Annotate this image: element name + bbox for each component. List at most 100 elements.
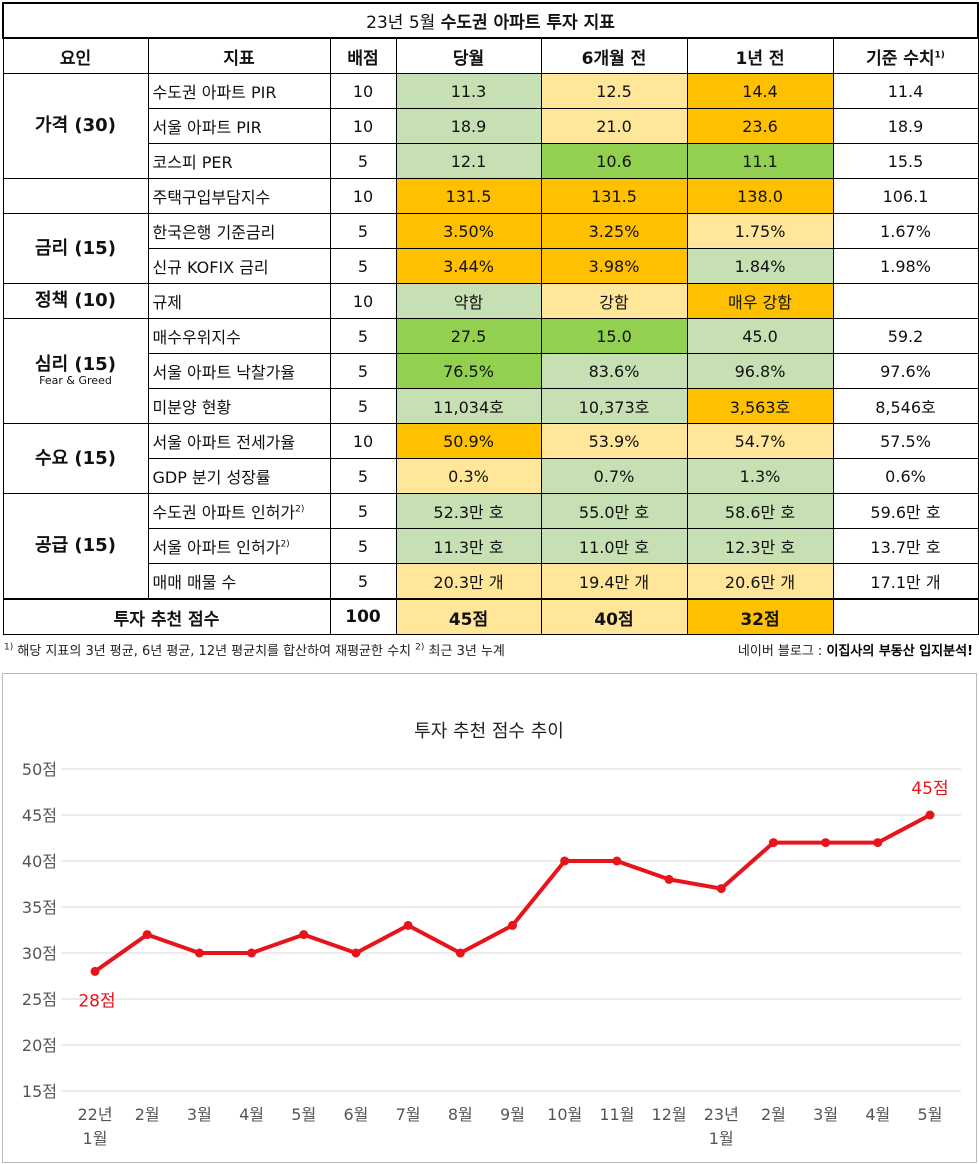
one-year-value: 58.6만 호 [686, 493, 834, 529]
current-value: 52.3만 호 [395, 493, 542, 529]
total-label: 투자 추천 점수 [2, 598, 331, 635]
six-month-value: 10,373호 [540, 388, 688, 424]
six-month-value: 83.6% [540, 353, 688, 389]
six-month-value: 12.5 [540, 73, 688, 109]
six-month-value: 15.0 [540, 318, 688, 354]
x-tick-label: 3월 [187, 1105, 212, 1124]
total-score: 100 [329, 598, 397, 635]
current-value: 50.9% [395, 423, 542, 459]
factor-cell: 심리 (15) Fear & Greed [2, 318, 149, 424]
data-point [351, 948, 361, 958]
table-row: 서울 아파트 인허가2) 5 11.3만 호 11.0만 호 12.3만 호 13.7만 … [3, 528, 979, 564]
baseline-value: 11.4 [832, 73, 979, 109]
data-point [403, 920, 413, 930]
data-label: 45점 [911, 779, 948, 799]
table-row: 심리 (15) Fear & Greed 매수우위지수 5 27.5 15.0 45.0 59… [2, 318, 979, 424]
factor-cell: 가격 (30) [2, 73, 149, 179]
indicator-label: 규제 [152, 293, 182, 312]
chart-title: 투자 추천 점수 추이 [414, 721, 564, 742]
x-tick-label: 4월 [239, 1105, 264, 1124]
indicator-label: 주택구입부담지수 [152, 188, 271, 207]
baseline-value: 17.1만 개 [832, 563, 979, 600]
current-value: 131.5 [395, 178, 542, 214]
indicator-name: 미분양 현황 [147, 388, 331, 424]
credit-name: 이집사의 부동산 입지분석! [826, 644, 973, 659]
table-row: 서울 아파트 낙찰가율 5 76.5% 83.6% 96.8% 97.6% [3, 353, 979, 389]
current-value: 11.3 [395, 73, 542, 109]
total-6m: 40점 [540, 598, 688, 635]
one-year-value: 20.6만 개 [686, 563, 834, 600]
score-cell: 5 [329, 248, 397, 284]
current-value: 18.9 [395, 108, 542, 144]
total-baseline [832, 598, 979, 635]
current-value: 약함 [395, 283, 542, 319]
total-current: 45점 [395, 598, 542, 635]
score-cell: 10 [329, 73, 397, 109]
x-tick-label: 7월 [396, 1105, 421, 1124]
one-year-value: 매우 강함 [686, 283, 834, 319]
six-month-value: 55.0만 호 [540, 493, 688, 529]
table-row: 서울 아파트 PIR 10 18.9 21.0 23.6 18.9 [3, 108, 979, 144]
y-tick-label: 50점 [22, 760, 57, 779]
baseline-value: 59.6만 호 [832, 493, 979, 529]
data-point [194, 948, 204, 958]
factor-label: 금리 (15) [35, 237, 116, 259]
indicator-label: 수도권 아파트 PIR [152, 83, 277, 102]
table-title-bold: 수도권 아파트 투자 지표 [440, 13, 615, 33]
factor-label: 수요 (15) [35, 447, 116, 469]
six-month-value: 11.0만 호 [540, 528, 688, 564]
header-score: 배점 [329, 37, 397, 74]
current-value: 0.3% [395, 458, 542, 494]
indicator-name: 매수우위지수 [147, 318, 331, 354]
score-cell: 5 [329, 458, 397, 494]
x-tick-label: 3월 [813, 1105, 838, 1124]
x-tick-label: 23년 [704, 1105, 739, 1124]
x-tick-label: 4월 [865, 1105, 890, 1124]
score-cell: 5 [329, 528, 397, 564]
current-value: 76.5% [395, 353, 542, 389]
indicator-label: 코스피 PER [152, 153, 233, 172]
table-body: 가격 (30) 수도권 아파트 PIR 10 11.3 12.5 14.4 11.4 서울 아… [2, 73, 979, 635]
indicator-name: 서울 아파트 낙찰가율 [147, 353, 331, 389]
header-factor: 요인 [2, 37, 149, 74]
score-cell: 10 [329, 108, 397, 144]
table-row: 신규 KOFIX 금리 5 3.44% 3.98% 1.84% 1.98% [3, 248, 979, 284]
factor-cell: 공급 (15) [2, 493, 149, 600]
series-line [93, 813, 931, 974]
blog-credit: 네이버 블로그 : 이집사의 부동산 입지분석! [738, 640, 973, 659]
current-value: 27.5 [395, 318, 542, 354]
score-cell: 5 [329, 213, 397, 249]
score-trend-chart: 투자 추천 점수 추이 15점 20점 25점 30점 35점 40점 45점 50점 22년 1월… [2, 673, 977, 1163]
footnote-text-2: 최근 3년 누계 [424, 644, 505, 659]
one-year-value: 11.1 [686, 143, 834, 179]
current-value: 12.1 [395, 143, 542, 179]
header-baseline-sup: 1) [934, 49, 945, 60]
indicator-label: 매수우위지수 [152, 328, 241, 347]
one-year-value: 138.0 [686, 178, 834, 214]
x-tick-label: 6월 [343, 1105, 368, 1124]
table-title: 23년 5월 수도권 아파트 투자 지표 [1, 2, 979, 39]
factor-label: 심리 (15) [35, 354, 116, 376]
data-point [90, 966, 100, 976]
baseline-value: 57.5% [832, 423, 979, 459]
data-point [508, 920, 517, 930]
table-row: 코스피 PER 5 12.1 10.6 11.1 15.5 [3, 143, 979, 179]
credit-prefix: 네이버 블로그 : [737, 644, 827, 659]
data-point [873, 838, 883, 848]
total-1y: 32점 [686, 598, 834, 635]
one-year-value: 3,563호 [686, 388, 834, 424]
x-tick-label: 1월 [83, 1129, 108, 1148]
one-year-value: 1.75% [686, 213, 834, 249]
score-trend-svg: 투자 추천 점수 추이 15점 20점 25점 30점 35점 40점 45점 50점 22년 1월… [22, 721, 961, 1148]
indicator-name: 서울 아파트 PIR [147, 108, 331, 144]
footnote-sup-2: 2) [415, 642, 425, 653]
indicator-sup: 2) [280, 539, 290, 550]
indicator-label: 수도권 아파트 인허가 [152, 503, 296, 522]
table-row: 공급 (15) 수도권 아파트 인허가 2) 5 52.3만 호 55.0만 호 58.6만… [2, 493, 979, 600]
indicator-label: 미분양 현황 [152, 398, 232, 417]
current-value: 11,034호 [395, 388, 542, 424]
six-month-value: 0.7% [540, 458, 688, 494]
baseline-value: 106.1 [832, 178, 979, 214]
score-cell: 5 [329, 353, 397, 389]
baseline-value: 1.98% [832, 248, 979, 284]
